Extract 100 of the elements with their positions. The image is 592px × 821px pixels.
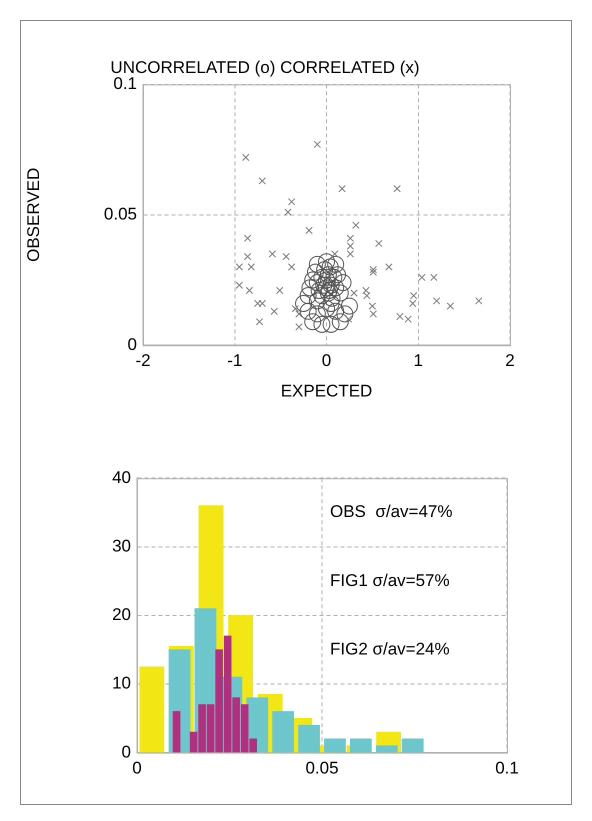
point	[344, 315, 352, 323]
point	[332, 284, 349, 302]
point	[430, 274, 438, 282]
point	[324, 290, 341, 307]
point	[336, 305, 354, 322]
x-tick-label: -1	[227, 351, 242, 370]
annotation: FIG2 σ/av=24%	[330, 639, 450, 658]
point	[308, 256, 326, 273]
point	[310, 282, 328, 299]
bar	[298, 724, 320, 752]
point	[305, 226, 313, 234]
x-tick-label: 0	[322, 351, 332, 370]
point	[288, 263, 296, 271]
point	[446, 302, 454, 310]
point	[318, 253, 335, 270]
point	[288, 198, 296, 206]
y-tick-label: 0.1	[113, 74, 137, 94]
point	[320, 284, 337, 302]
point	[301, 279, 318, 296]
point	[340, 298, 358, 315]
point	[325, 268, 342, 286]
point	[292, 305, 299, 312]
point	[322, 316, 340, 333]
point	[334, 274, 352, 292]
point	[404, 315, 412, 323]
point	[327, 256, 344, 273]
point	[320, 266, 337, 284]
point	[300, 287, 317, 304]
point	[295, 294, 312, 312]
point	[308, 305, 326, 322]
point	[313, 287, 330, 304]
bar	[139, 666, 164, 752]
point	[318, 272, 335, 288]
point	[258, 300, 266, 308]
x-tick-label: 2	[505, 351, 515, 370]
y-axis-title: OBSERVED	[24, 168, 43, 262]
annotation: FIG1 σ/av=57%	[330, 570, 450, 590]
point	[318, 300, 335, 318]
point	[370, 266, 377, 274]
point	[393, 185, 401, 192]
bar	[376, 745, 398, 752]
point	[295, 310, 303, 318]
point	[332, 313, 349, 330]
y-tick-label: 40	[112, 468, 131, 487]
chart-title: UNCORRELATED (o) CORRELATED (x)	[110, 58, 420, 77]
bar	[172, 711, 180, 752]
x-tick-label: 1	[414, 351, 423, 370]
point	[282, 252, 290, 260]
point	[313, 316, 330, 333]
point	[316, 261, 334, 278]
y-tick-label: 0	[122, 742, 131, 762]
point	[313, 268, 330, 286]
point	[306, 264, 324, 281]
point	[350, 289, 358, 297]
point	[236, 263, 244, 271]
y-tick-label: 0	[128, 334, 137, 354]
y-tick-label: 0.05	[104, 204, 137, 224]
x-tick-label: -2	[135, 351, 151, 370]
point	[236, 282, 244, 289]
point	[475, 297, 482, 305]
bar	[402, 738, 424, 752]
point	[329, 266, 346, 284]
point	[396, 312, 404, 320]
point	[375, 240, 382, 248]
point	[370, 268, 377, 276]
point	[300, 302, 317, 320]
bar	[272, 711, 294, 752]
point	[314, 140, 322, 148]
point	[304, 313, 322, 330]
x-tick-label: 0.05	[305, 758, 339, 778]
point	[315, 276, 332, 294]
point	[432, 297, 440, 305]
bar	[324, 738, 346, 752]
y-tick-label: 30	[112, 536, 131, 556]
point	[304, 272, 322, 288]
point	[246, 286, 254, 294]
point	[248, 263, 255, 271]
point	[338, 185, 346, 192]
y-tick-label: 10	[112, 674, 131, 693]
point	[284, 208, 292, 216]
point	[327, 279, 344, 296]
point	[244, 234, 252, 242]
point	[258, 177, 266, 185]
point	[322, 276, 340, 294]
point	[256, 318, 264, 326]
point	[331, 250, 338, 258]
x-axis-title: EXPECTED	[280, 381, 372, 400]
point	[385, 263, 393, 271]
x-tick-label: 0.1	[495, 758, 519, 778]
point	[270, 308, 278, 315]
point	[322, 294, 340, 312]
point	[308, 274, 326, 292]
point	[276, 286, 284, 294]
point	[242, 154, 250, 162]
y-tick-label: 20	[112, 605, 131, 624]
point	[322, 258, 339, 276]
point	[268, 250, 276, 258]
point	[327, 302, 344, 320]
point	[295, 323, 303, 331]
point	[308, 292, 326, 310]
